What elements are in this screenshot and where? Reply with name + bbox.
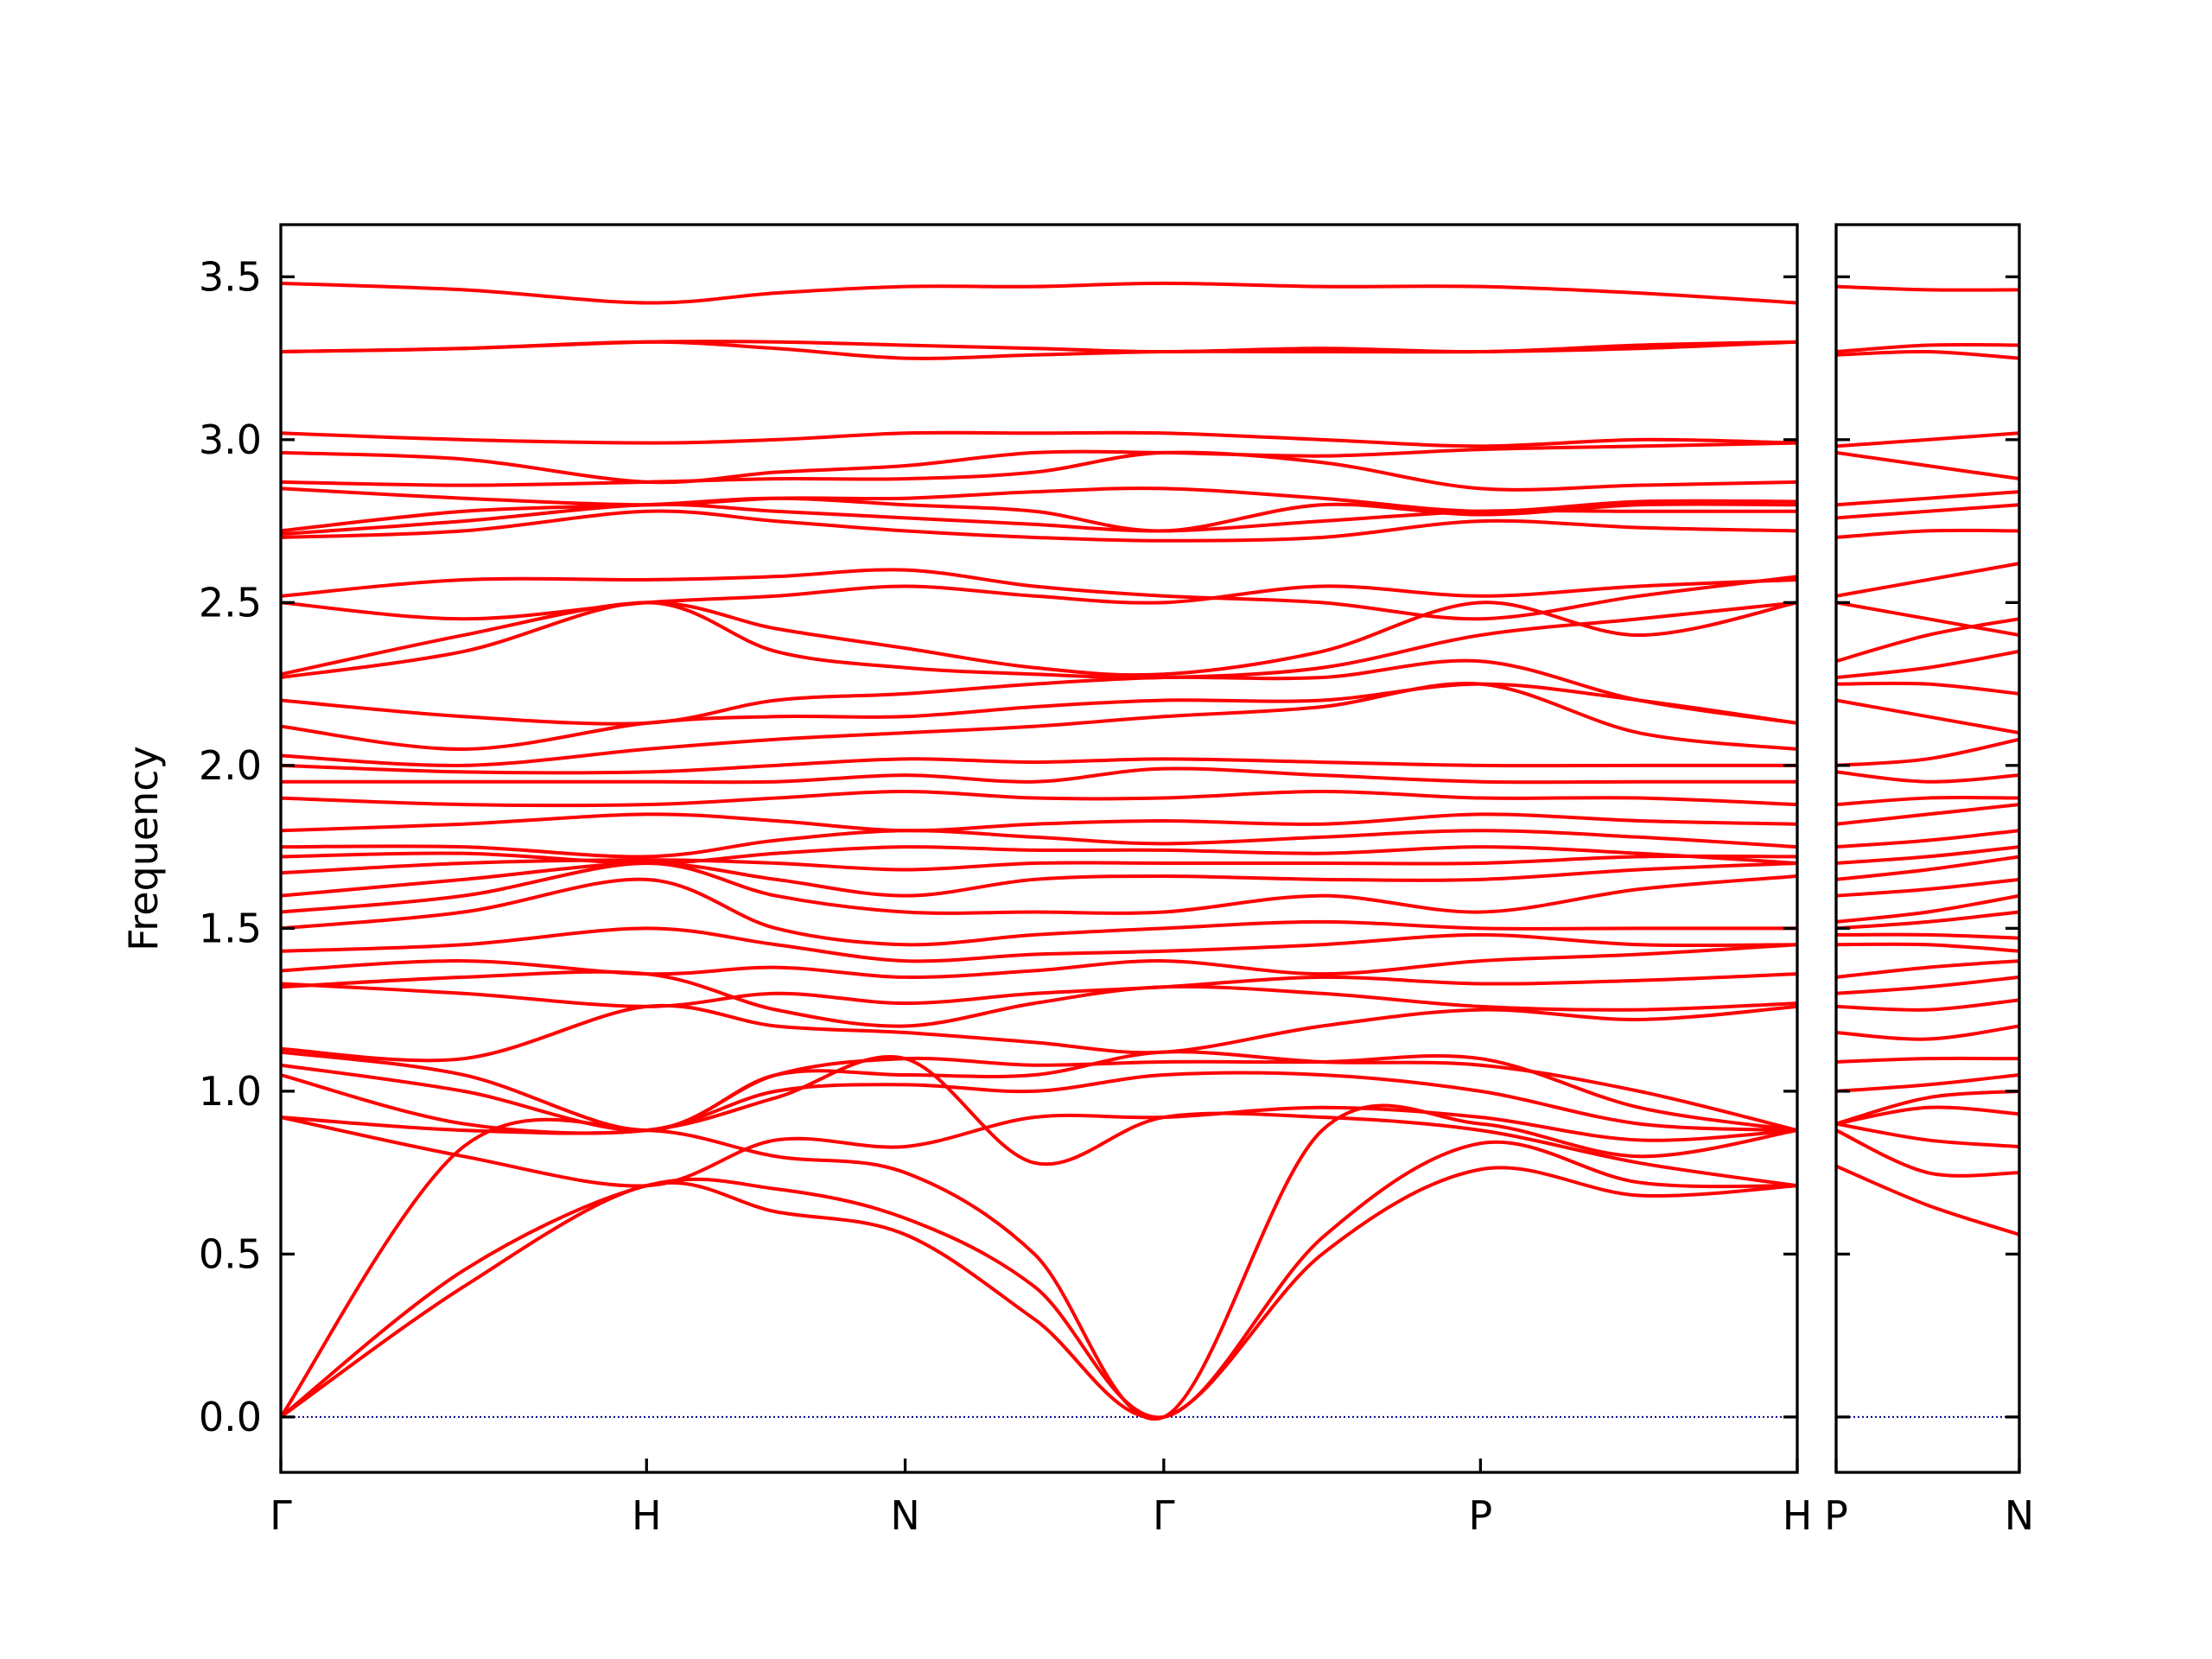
band-line bbox=[1836, 737, 2019, 767]
band-line bbox=[281, 281, 1797, 305]
band-line bbox=[1836, 893, 2019, 924]
y-tick-label: 1.0 bbox=[199, 1068, 262, 1115]
band-line bbox=[1836, 829, 2019, 849]
band-line bbox=[281, 486, 1797, 513]
band-line bbox=[281, 829, 1797, 859]
y-axis-label: Frequency bbox=[120, 746, 167, 951]
band-line bbox=[281, 972, 1797, 1008]
band-line bbox=[1836, 617, 2019, 664]
band-line bbox=[1836, 910, 2019, 931]
band-line bbox=[281, 1003, 1797, 1063]
band-line bbox=[281, 1103, 1797, 1421]
band-line bbox=[1836, 1073, 2019, 1093]
band-line bbox=[1836, 431, 2019, 448]
band-line bbox=[1836, 601, 2019, 638]
band-line bbox=[281, 430, 1797, 448]
band-line bbox=[1836, 562, 2019, 598]
band-line bbox=[281, 812, 1797, 833]
x-tick-label: Γ bbox=[270, 1492, 292, 1539]
band-line bbox=[281, 877, 1797, 947]
band-line bbox=[281, 861, 1797, 915]
plot-frame bbox=[1834, 223, 2021, 1474]
band-line bbox=[281, 757, 1797, 775]
band-line bbox=[1836, 649, 2019, 680]
band-line bbox=[1836, 877, 2019, 898]
band-line bbox=[1836, 845, 2019, 865]
band-line bbox=[281, 854, 1797, 875]
band-line bbox=[281, 1071, 1797, 1135]
band-line bbox=[281, 1105, 1797, 1188]
band-line bbox=[1836, 698, 2019, 735]
band-line bbox=[1836, 1122, 2019, 1148]
band-line bbox=[281, 577, 1797, 621]
x-tick-label: P bbox=[1824, 1492, 1848, 1539]
band-line bbox=[281, 450, 1797, 492]
band-line bbox=[281, 658, 1797, 726]
band-line bbox=[281, 969, 1797, 1028]
band-line bbox=[1836, 1089, 2019, 1126]
band-line bbox=[1836, 796, 2019, 807]
x-tick-label: P bbox=[1469, 1492, 1493, 1539]
y-tick-label: 2.5 bbox=[199, 579, 262, 626]
band-line bbox=[1836, 503, 2019, 520]
x-tick-label: N bbox=[890, 1492, 919, 1539]
band-line bbox=[1836, 528, 2019, 539]
band-line bbox=[281, 1053, 1797, 1133]
band-line bbox=[281, 601, 1797, 680]
band-line bbox=[281, 682, 1797, 752]
x-tick-label: H bbox=[632, 1492, 662, 1539]
y-tick-label: 3.5 bbox=[199, 253, 262, 300]
band-line bbox=[1836, 932, 2019, 940]
band-line bbox=[281, 1140, 1797, 1420]
band-line bbox=[1836, 959, 2019, 979]
band-line bbox=[1836, 1024, 2019, 1041]
y-tick-label: 1.5 bbox=[199, 905, 262, 951]
band-line bbox=[281, 790, 1797, 808]
band-line bbox=[281, 340, 1797, 354]
band-line bbox=[1836, 342, 2019, 354]
band-line bbox=[1836, 998, 2019, 1012]
band-line bbox=[1836, 942, 2019, 953]
band-line bbox=[281, 1166, 1797, 1421]
y-tick-label: 3.0 bbox=[199, 416, 262, 463]
x-tick-label: N bbox=[2005, 1492, 2034, 1539]
band-line bbox=[281, 1050, 1797, 1133]
x-tick-label: H bbox=[1783, 1492, 1813, 1539]
band-line bbox=[1836, 1128, 2019, 1178]
band-line bbox=[1836, 349, 2019, 360]
y-tick-label: 2.0 bbox=[199, 742, 262, 789]
band-line bbox=[1836, 975, 2019, 995]
x-tick-label: Γ bbox=[1153, 1492, 1175, 1539]
band-line bbox=[1836, 1164, 2019, 1236]
band-line bbox=[281, 441, 1797, 485]
band-line bbox=[1836, 1105, 2019, 1126]
band-line bbox=[1836, 490, 2019, 507]
band-line bbox=[1836, 770, 2019, 784]
band-line bbox=[281, 926, 1797, 963]
band-line bbox=[281, 681, 1797, 767]
band-line bbox=[281, 861, 1797, 898]
band-line bbox=[1836, 681, 2019, 696]
band-line bbox=[1836, 855, 2019, 881]
band-line bbox=[281, 943, 1797, 979]
y-tick-label: 0.0 bbox=[199, 1394, 262, 1440]
plot-area bbox=[281, 281, 1797, 1421]
band-line bbox=[281, 496, 1797, 533]
band-line bbox=[281, 766, 1797, 785]
band-line bbox=[1836, 450, 2019, 481]
band-line bbox=[281, 568, 1797, 621]
y-tick-label: 0.5 bbox=[199, 1230, 262, 1277]
plot-frame bbox=[279, 223, 1799, 1474]
band-line bbox=[1836, 1056, 2019, 1064]
band-line bbox=[281, 509, 1797, 543]
band-line bbox=[281, 845, 1797, 865]
band-line bbox=[1836, 803, 2019, 826]
band-line bbox=[1836, 284, 2019, 292]
plot-area bbox=[1836, 284, 2019, 1418]
